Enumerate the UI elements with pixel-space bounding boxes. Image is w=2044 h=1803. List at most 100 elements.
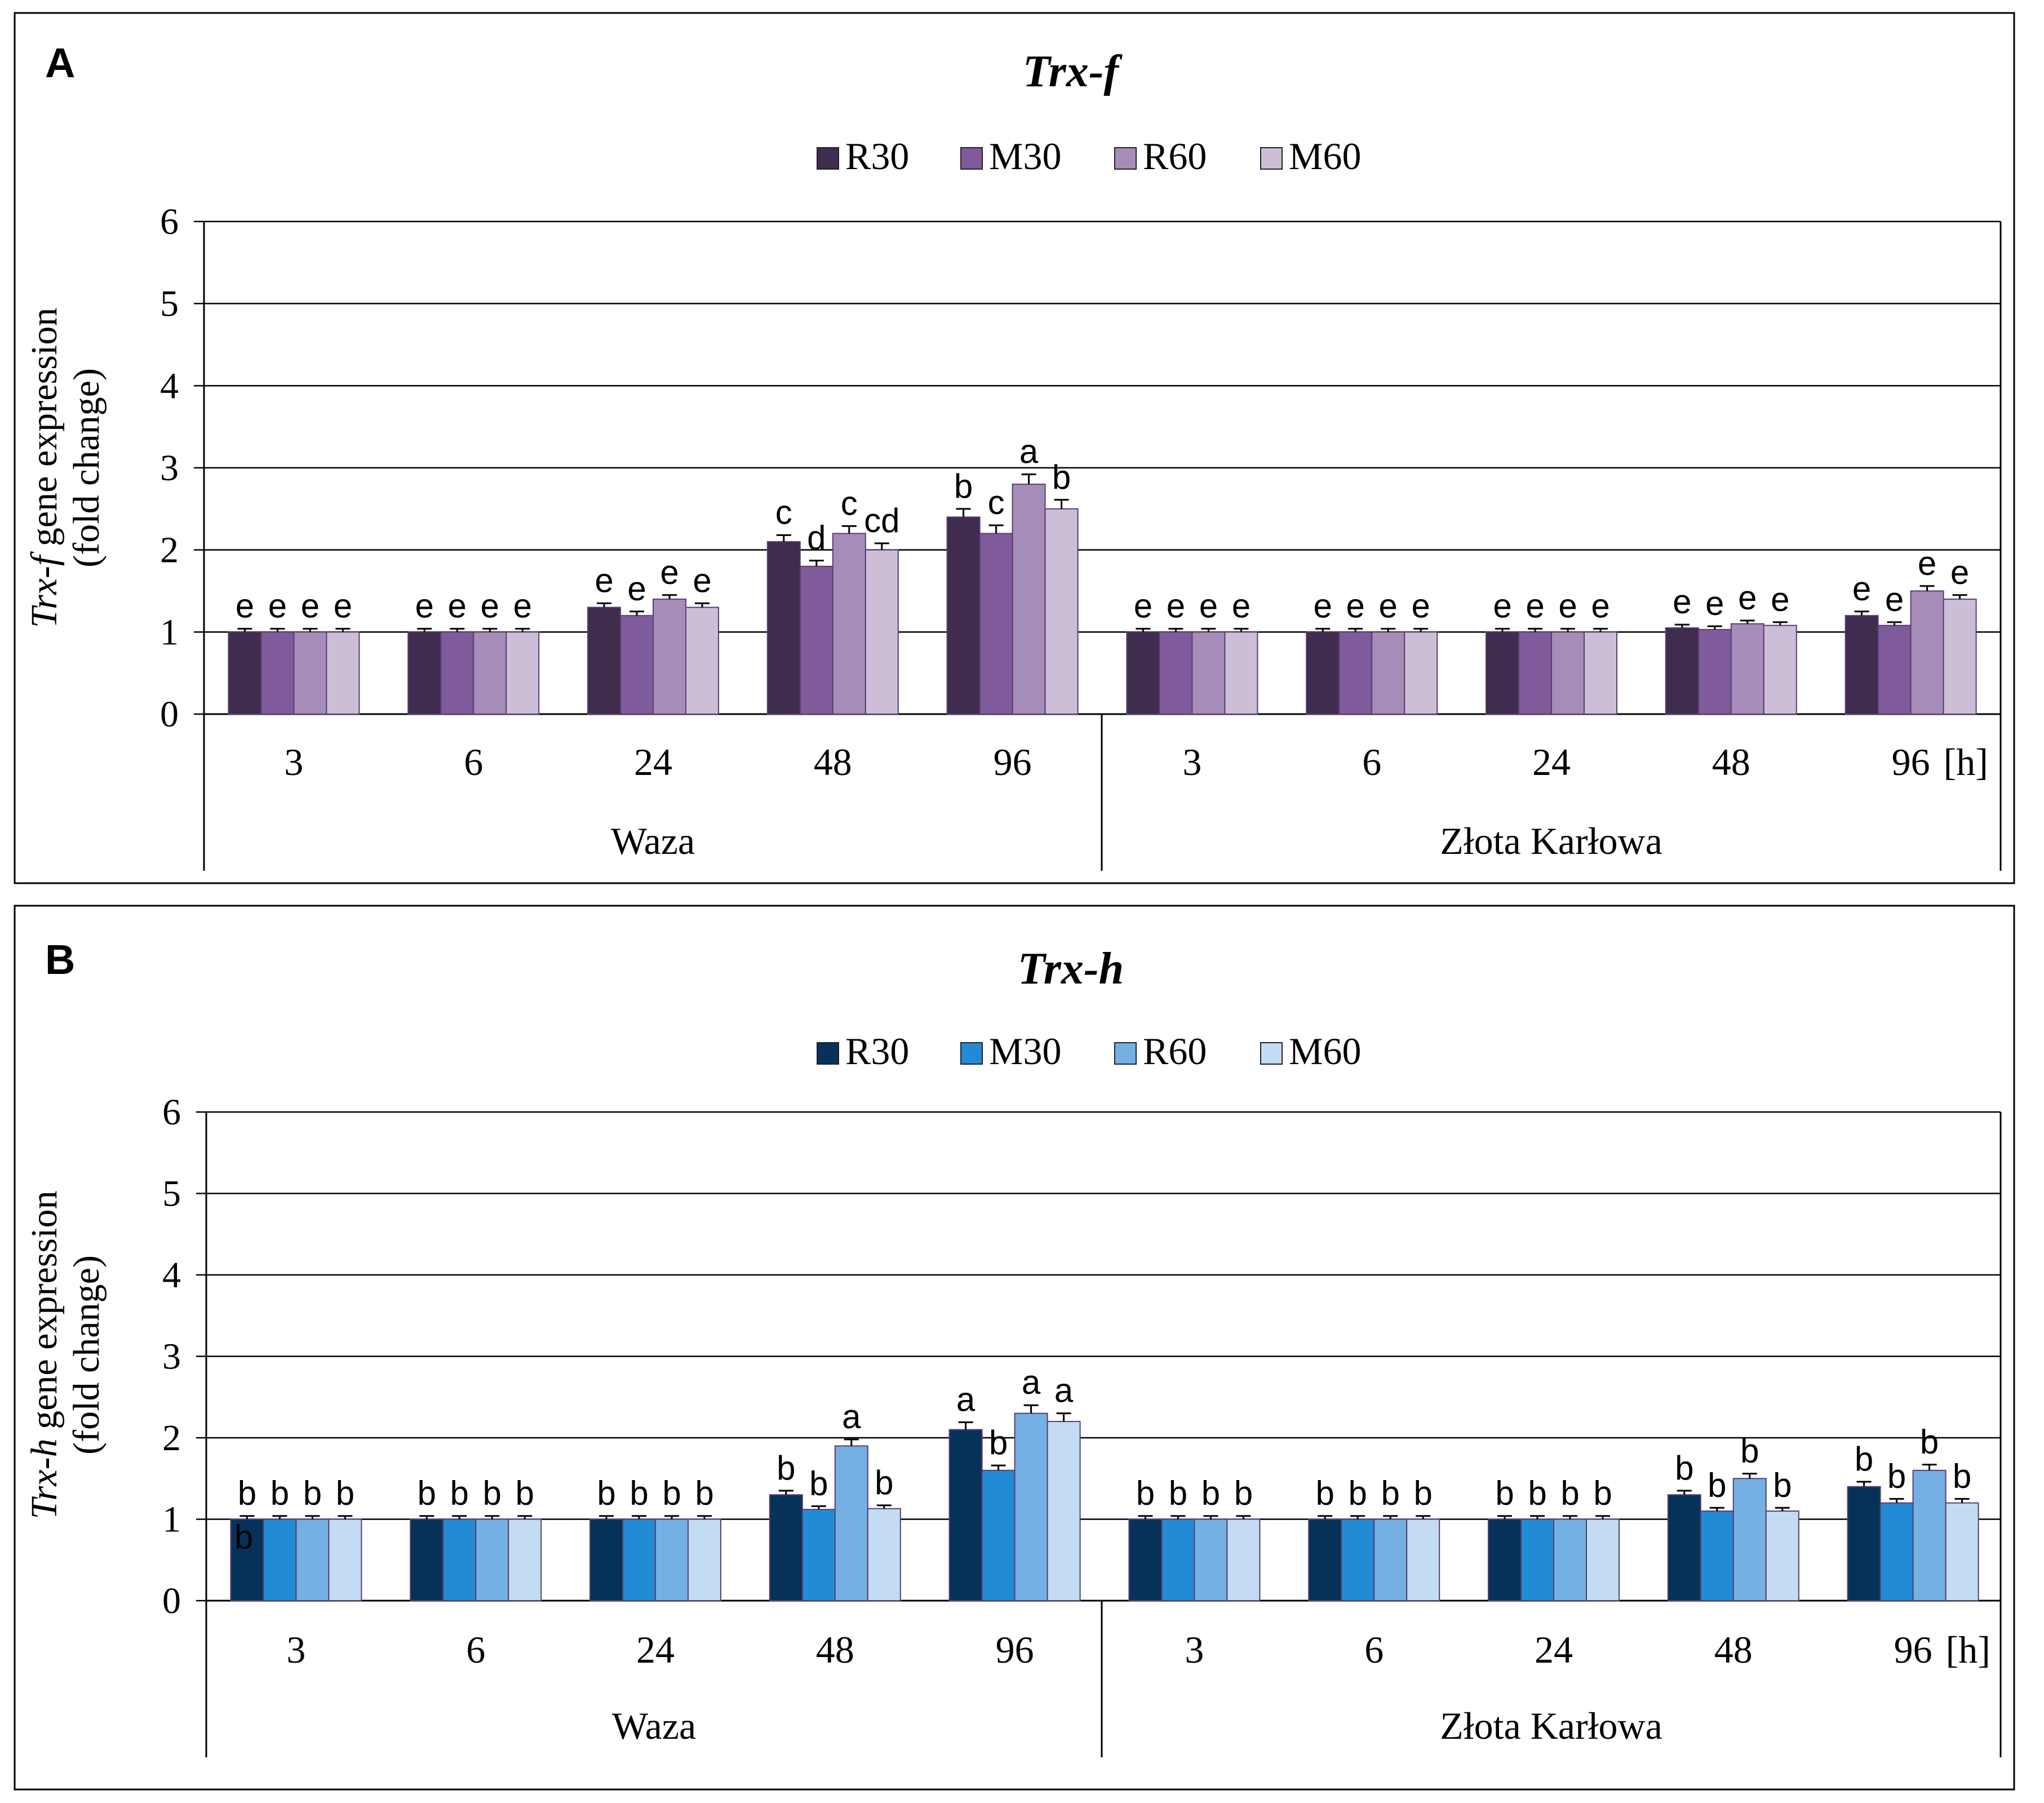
- bar-r60: [295, 1518, 330, 1601]
- significance-letter: c: [775, 493, 792, 531]
- significance-letter: b: [1560, 1474, 1579, 1512]
- significance-letter: b: [1495, 1474, 1514, 1512]
- group-label: Złota Karłowa: [1440, 819, 1662, 862]
- legend-swatch-m30: [960, 1042, 983, 1065]
- panel-frame: [14, 12, 2015, 884]
- significance-letter: e: [334, 587, 352, 625]
- significance-letter: b: [1740, 1432, 1759, 1470]
- x-tick-label: 96: [994, 741, 1032, 783]
- bar-m30: [440, 631, 475, 715]
- x-tick-label: 6: [1362, 741, 1381, 783]
- legend-label-m60: M60: [1289, 135, 1361, 178]
- x-tick-label: 6: [464, 741, 483, 783]
- significance-letter: a: [956, 1381, 976, 1419]
- significance-letter: e: [1918, 544, 1936, 582]
- y-tick-label: 5: [162, 1173, 181, 1215]
- bar-m60: [1765, 1510, 1799, 1602]
- significance-letter: b: [1675, 1449, 1693, 1487]
- bar-m60: [867, 1508, 901, 1602]
- x-tick-label: 96: [1892, 741, 1930, 783]
- bar-m60: [1044, 508, 1079, 715]
- bar-m30: [979, 533, 1013, 715]
- chart-panel-b: B Trx-h R30 M30 R60 M60 0 1 2 3 4 5 6 Trx-h gene expr…: [14, 905, 2015, 1791]
- significance-letter: e: [1705, 584, 1724, 622]
- legend-label-m30: M30: [989, 135, 1061, 178]
- y-tick-label: 4: [160, 365, 179, 406]
- x-tick-label: 96: [1894, 1628, 1932, 1671]
- significance-letter: e: [481, 587, 499, 625]
- significance-letter: a: [1054, 1372, 1074, 1410]
- bar-r60: [475, 1518, 509, 1601]
- bar-r60: [1732, 1478, 1767, 1601]
- significance-letter: b: [1052, 458, 1071, 496]
- significance-letter: e: [1771, 581, 1789, 618]
- significance-letter: e: [627, 570, 646, 608]
- bar-r30: [769, 1494, 803, 1601]
- bar-m60: [1404, 631, 1438, 715]
- panel-label: A: [45, 39, 75, 86]
- bar-r60: [834, 1445, 868, 1601]
- significance-letter: b: [954, 467, 973, 505]
- legend-label-r60: R60: [1143, 135, 1207, 178]
- bar-r30: [410, 1518, 444, 1601]
- significance-letter: a: [1022, 1363, 1041, 1401]
- significance-letter: b: [336, 1474, 354, 1512]
- chart-title: Trx-f: [1023, 47, 1123, 96]
- significance-letter: e: [1412, 587, 1430, 625]
- significance-letter: cd: [864, 502, 899, 539]
- legend-label-r30: R30: [845, 135, 909, 178]
- y-axis-label: Trx-f gene expression: [24, 308, 65, 628]
- significance-letter: b: [1953, 1457, 1971, 1495]
- bar-m30: [1697, 628, 1732, 715]
- panel-frame: [14, 905, 2015, 1791]
- significance-letter: e: [1314, 587, 1332, 625]
- bar-r30: [946, 516, 981, 715]
- bar-r30: [1845, 615, 1879, 715]
- significance-letter: e: [595, 561, 613, 599]
- bar-r60: [1014, 1412, 1048, 1601]
- bar-m60: [685, 606, 719, 715]
- significance-letter: e: [1199, 587, 1218, 625]
- significance-letter: d: [807, 519, 826, 557]
- y-axis-label-line2: (fold change): [66, 1255, 107, 1455]
- significance-letter: e: [1950, 553, 1969, 591]
- x-tick-label: 3: [1182, 741, 1201, 783]
- x-tick-label: 48: [1712, 741, 1750, 783]
- bar-r30: [1126, 631, 1160, 715]
- x-tick-label: 6: [466, 1628, 485, 1671]
- significance-letter: b: [1887, 1457, 1906, 1495]
- bar-m60: [1047, 1421, 1081, 1602]
- y-tick-label: 3: [162, 1336, 181, 1377]
- significance-letter: b: [1316, 1474, 1334, 1512]
- bar-m60: [1586, 1518, 1620, 1601]
- legend-swatch-r60: [1114, 147, 1137, 170]
- x-tick-label: 3: [286, 1628, 305, 1671]
- significance-letter: b: [1593, 1474, 1612, 1512]
- bar-r30: [1308, 1518, 1342, 1601]
- bar-m30: [1161, 1518, 1195, 1601]
- significance-letter: e: [1346, 587, 1365, 625]
- bar-r30: [407, 631, 442, 715]
- significance-letter: b: [450, 1474, 469, 1512]
- y-axis-label-text: gene expression: [24, 308, 65, 556]
- significance-letter: b: [516, 1474, 534, 1512]
- x-tick-label: 48: [814, 741, 852, 783]
- significance-letter: a: [1019, 433, 1039, 471]
- y-axis-label-gene: Trx-h: [24, 1438, 65, 1519]
- legend-swatch-r30: [817, 1042, 839, 1065]
- bar-r60: [832, 533, 866, 715]
- bar-m30: [1338, 631, 1373, 715]
- bar-r30: [589, 1518, 623, 1601]
- x-tick-label: 96: [996, 1628, 1034, 1671]
- bar-m60: [1584, 631, 1617, 715]
- x-tick-label: 48: [816, 1628, 854, 1671]
- significance-letter: c: [988, 484, 1005, 521]
- x-tick-label: 24: [636, 1628, 675, 1671]
- bar-r30: [1488, 1518, 1522, 1601]
- legend-label-r60: R60: [1143, 1030, 1207, 1073]
- bar-r30: [1847, 1486, 1881, 1601]
- x-tick-label: 24: [1532, 741, 1571, 783]
- panel-label: B: [45, 936, 75, 983]
- bar-r30: [1665, 627, 1699, 715]
